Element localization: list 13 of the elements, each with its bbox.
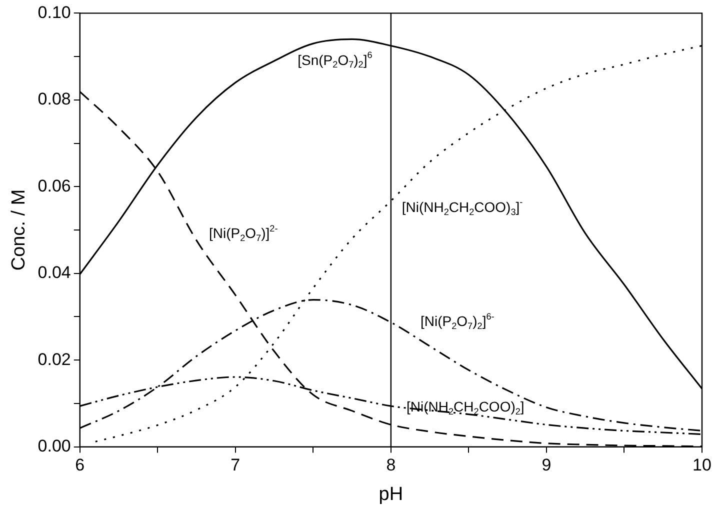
y-tick-label: 0.08 [38, 90, 71, 109]
y-axis-title: Conc. / M [8, 189, 30, 271]
x-tick-label: 6 [75, 456, 85, 475]
x-tick-label: 10 [692, 456, 712, 475]
x-tick-label: 7 [230, 456, 240, 475]
y-tick-label: 0.10 [38, 2, 71, 22]
x-axis-title: pH [378, 484, 404, 505]
y-tick-label: 0.00 [38, 436, 71, 456]
y-tick-label: 0.06 [38, 176, 71, 196]
y-tick-label: 0.04 [38, 263, 71, 282]
y-tick-label: 0.02 [38, 350, 71, 369]
x-tick-label: 8 [386, 456, 396, 475]
x-tick-label: 9 [542, 456, 552, 475]
